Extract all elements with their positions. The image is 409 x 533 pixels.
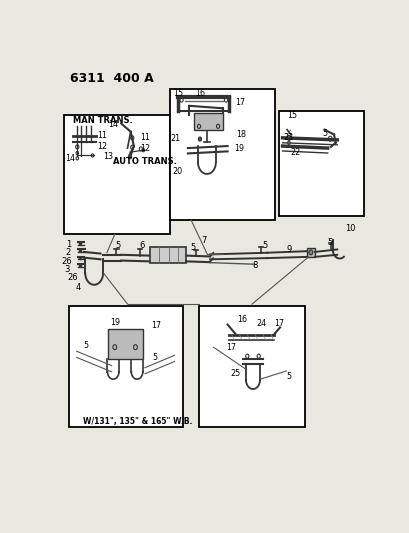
Text: 12: 12 (139, 143, 150, 152)
Text: 8: 8 (251, 261, 257, 270)
Circle shape (308, 250, 312, 255)
Text: 10: 10 (344, 224, 354, 233)
Text: 17: 17 (274, 319, 284, 328)
Text: 20: 20 (172, 167, 182, 176)
Text: 15: 15 (173, 89, 183, 98)
Text: 12: 12 (97, 142, 107, 150)
Text: 11: 11 (139, 133, 150, 142)
Text: 6: 6 (139, 241, 144, 250)
Text: 5: 5 (322, 129, 327, 138)
Bar (149, 247, 186, 263)
Text: 25: 25 (230, 369, 240, 378)
Text: 16: 16 (195, 89, 205, 98)
Text: 5: 5 (285, 372, 291, 381)
Text: 1: 1 (66, 240, 71, 249)
Bar (170, 88, 274, 220)
Bar (64, 115, 170, 235)
Text: 19: 19 (110, 318, 119, 327)
Text: 17: 17 (151, 321, 161, 330)
Text: 5: 5 (189, 244, 195, 252)
Text: 15: 15 (286, 111, 297, 120)
Bar (69, 306, 183, 427)
Text: 7: 7 (200, 236, 206, 245)
Text: 16: 16 (236, 314, 246, 324)
Circle shape (128, 155, 131, 159)
Text: 17: 17 (225, 343, 235, 352)
Text: 14: 14 (108, 120, 118, 129)
Text: 19: 19 (234, 144, 244, 154)
Text: W/131", 135" & 165" W.B.: W/131", 135" & 165" W.B. (83, 416, 192, 425)
Text: 26: 26 (67, 273, 78, 282)
Text: 6311  400 A: 6311 400 A (70, 72, 154, 85)
Circle shape (79, 256, 81, 260)
Circle shape (79, 242, 81, 245)
Text: MAN TRANS.: MAN TRANS. (73, 116, 132, 125)
Text: 23: 23 (282, 133, 292, 142)
Text: 5: 5 (115, 241, 120, 250)
Bar (306, 248, 314, 257)
Circle shape (79, 249, 81, 252)
Text: 11: 11 (97, 131, 107, 140)
Circle shape (198, 137, 201, 141)
Text: 24: 24 (256, 319, 266, 328)
Text: 5: 5 (83, 341, 88, 350)
Circle shape (79, 264, 81, 267)
Text: 4: 4 (75, 283, 81, 292)
Text: 22: 22 (290, 148, 300, 157)
Bar (279, 111, 363, 216)
Text: 18: 18 (236, 130, 246, 139)
Text: 2: 2 (65, 248, 70, 257)
Text: 21: 21 (170, 134, 180, 143)
Text: 3: 3 (64, 265, 69, 274)
Text: 14: 14 (65, 154, 75, 163)
Text: 5: 5 (327, 238, 332, 247)
Text: 17: 17 (235, 99, 245, 108)
Bar (108, 329, 143, 359)
Text: 5: 5 (152, 353, 157, 362)
Text: 5: 5 (261, 241, 267, 250)
Text: AUTO TRANS.: AUTO TRANS. (113, 157, 177, 166)
Text: 9: 9 (285, 245, 291, 254)
Bar (198, 306, 305, 427)
Bar (194, 113, 222, 131)
Text: 26: 26 (62, 257, 72, 266)
Text: 13: 13 (103, 152, 113, 161)
